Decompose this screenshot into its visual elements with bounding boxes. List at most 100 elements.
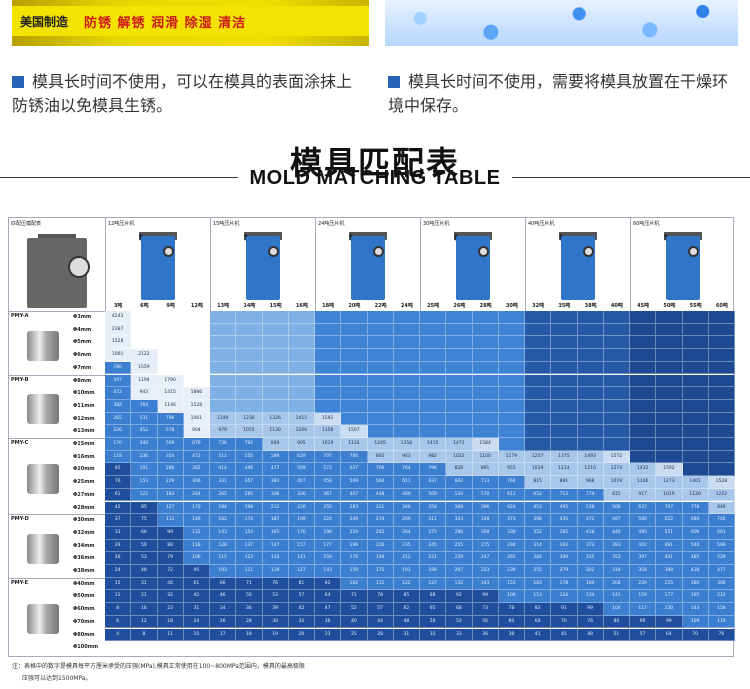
mold-diameter-label: Φ30mm bbox=[73, 517, 95, 524]
machine-name: 30吨压片机 bbox=[423, 221, 450, 227]
table-cell bbox=[577, 399, 604, 413]
table-cell: 1132 bbox=[341, 438, 368, 451]
table-cell: 1375 bbox=[551, 450, 578, 464]
tonnage-label: 20吨 bbox=[348, 303, 361, 309]
table-cell: 33 bbox=[446, 628, 473, 642]
table-cell: 255 bbox=[315, 501, 342, 515]
table-cell: 849 bbox=[262, 438, 289, 451]
table-cell: 274 bbox=[367, 514, 394, 527]
table-cell: 66 bbox=[210, 577, 237, 591]
table-cell bbox=[551, 412, 578, 426]
footnote-line-1: 注：表格中的数字是模具每平方厘米承受的压强(MPa),模具正常使用在100~80… bbox=[12, 663, 305, 670]
table-cell: 170 bbox=[183, 501, 210, 515]
table-cell bbox=[367, 412, 394, 426]
table-cell: 311 bbox=[367, 501, 394, 515]
table-cell: 255 bbox=[525, 565, 552, 578]
table-cell: 122 bbox=[393, 577, 420, 591]
table-cell bbox=[551, 387, 578, 400]
press-machine-image bbox=[545, 224, 610, 304]
tonnage-label: 35吨 bbox=[558, 303, 571, 309]
tonnage-label: 12吨 bbox=[190, 303, 203, 309]
mold-diameter-label: Φ50mm bbox=[73, 593, 95, 600]
table-cell bbox=[341, 412, 368, 426]
table-cell: 212 bbox=[393, 552, 420, 565]
table-cell bbox=[551, 438, 578, 451]
table-cell: 223 bbox=[472, 565, 499, 578]
table-cell: 52 bbox=[446, 615, 473, 629]
table-cell: 265 bbox=[498, 552, 525, 565]
table-cell: 943 bbox=[131, 387, 158, 400]
table-cell bbox=[603, 374, 630, 388]
table-cell bbox=[682, 311, 709, 324]
table-cell: 1120 bbox=[682, 488, 709, 502]
table-cell bbox=[577, 387, 604, 400]
table-cell bbox=[420, 336, 447, 350]
table-cell: 489 bbox=[393, 488, 420, 502]
table-cell: 141 bbox=[288, 552, 315, 565]
mold-diameter-label: Φ25mm bbox=[73, 479, 95, 486]
mold-diameter-label: Φ80mm bbox=[73, 631, 95, 638]
table-cell bbox=[472, 374, 499, 388]
table-cell: 1238 bbox=[236, 412, 263, 426]
table-cell: 796 bbox=[157, 412, 184, 426]
table-cell: 118 bbox=[183, 539, 210, 553]
table-cell bbox=[315, 311, 342, 324]
table-cell: 73 bbox=[472, 603, 499, 616]
table-cell bbox=[656, 311, 683, 324]
tonnage-label: 32吨 bbox=[532, 303, 545, 309]
table-cell: 36 bbox=[315, 615, 342, 629]
table-cell: 354 bbox=[420, 501, 447, 515]
mold-diameter-label: Φ6mm bbox=[73, 352, 92, 359]
table-cell: 134 bbox=[577, 590, 604, 604]
table-cell bbox=[393, 349, 420, 362]
tonnage-label: 14吨 bbox=[243, 303, 256, 309]
table-cell bbox=[682, 361, 709, 375]
table-cell: 684 bbox=[682, 514, 709, 527]
mold-diameter-label: Φ27mm bbox=[73, 491, 95, 498]
table-cell: 905 bbox=[288, 438, 315, 451]
mold-diameter-label: Φ5mm bbox=[73, 339, 92, 346]
table-cell: 1401 bbox=[682, 476, 709, 489]
table-cell: 495 bbox=[551, 501, 578, 515]
table-cell: 560 bbox=[367, 476, 394, 489]
table-cell bbox=[262, 336, 289, 350]
table-cell: 32 bbox=[157, 590, 184, 604]
table-cell bbox=[446, 323, 473, 337]
table-cell: 485 bbox=[682, 552, 709, 565]
table-cell bbox=[131, 336, 158, 350]
table-cell: 92 bbox=[446, 590, 473, 604]
table-cell bbox=[446, 399, 473, 413]
table-cell bbox=[577, 412, 604, 426]
table-cell bbox=[262, 311, 289, 324]
table-cell: 1022 bbox=[446, 450, 473, 464]
table-cell bbox=[262, 349, 289, 362]
table-cell: 40 bbox=[341, 615, 368, 629]
table-cell: 18 bbox=[157, 615, 184, 629]
table-cell bbox=[682, 412, 709, 426]
table-cell: 235 bbox=[393, 539, 420, 553]
table-cell: 255 bbox=[446, 539, 473, 553]
table-cell bbox=[472, 387, 499, 400]
table-cell: 220 bbox=[341, 526, 368, 540]
table-cell bbox=[446, 311, 473, 324]
table-cell: 265 bbox=[210, 488, 237, 502]
table-cell: 42 bbox=[288, 603, 315, 616]
mold-image bbox=[27, 533, 59, 564]
table-cell: 265 bbox=[105, 412, 132, 426]
table-cell: 153 bbox=[131, 476, 158, 489]
table-cell bbox=[446, 361, 473, 375]
table-cell bbox=[525, 349, 552, 362]
table-cell bbox=[498, 311, 525, 324]
table-cell: 143 bbox=[472, 577, 499, 591]
table-cell: 23 bbox=[157, 603, 184, 616]
table-cell: 229 bbox=[446, 552, 473, 565]
table-cell bbox=[183, 336, 210, 350]
table-cell: 117 bbox=[630, 603, 657, 616]
table-cell: 31 bbox=[183, 603, 210, 616]
table-cell: 143 bbox=[682, 603, 709, 616]
table-cell: 44 bbox=[367, 615, 394, 629]
table-cell: 815 bbox=[603, 488, 630, 502]
table-cell bbox=[577, 323, 604, 337]
table-cell: 792 bbox=[236, 438, 263, 451]
table-cell: 540 bbox=[682, 539, 709, 553]
